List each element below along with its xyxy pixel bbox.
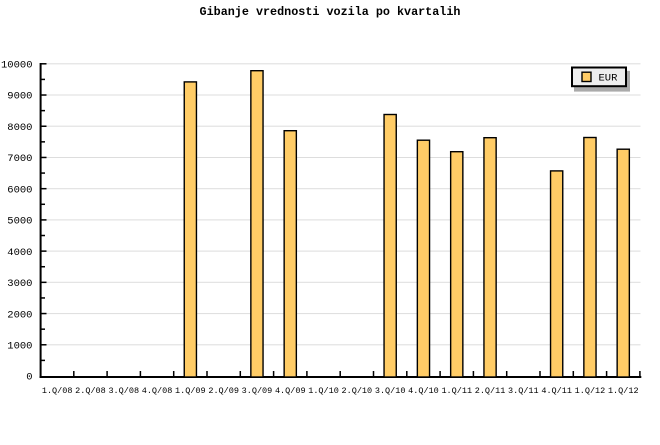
svg-text:3.Q/08: 3.Q/08 [108,386,139,396]
svg-text:0: 0 [26,372,32,384]
svg-text:9000: 9000 [7,91,32,103]
svg-text:4.Q/11: 4.Q/11 [541,386,572,396]
svg-text:6000: 6000 [7,184,32,196]
svg-text:7000: 7000 [7,153,32,165]
svg-text:1.Q/10: 1.Q/10 [308,386,339,396]
svg-text:1000: 1000 [7,341,32,353]
svg-text:2000: 2000 [7,309,32,321]
svg-text:4.Q/08: 4.Q/08 [142,386,173,396]
svg-text:5000: 5000 [7,216,32,228]
svg-text:1.Q/12: 1.Q/12 [608,386,639,396]
svg-text:4.Q/09: 4.Q/09 [275,386,306,396]
svg-text:10000: 10000 [1,60,33,72]
svg-text:8000: 8000 [7,122,32,134]
svg-text:1.Q/12: 1.Q/12 [575,386,606,396]
svg-text:4.Q/10: 4.Q/10 [408,386,439,396]
svg-text:3.Q/10: 3.Q/10 [375,386,406,396]
svg-text:3000: 3000 [7,278,32,290]
svg-text:1.Q/08: 1.Q/08 [42,386,73,396]
svg-text:Gibanje vrednosti vozila po kv: Gibanje vrednosti vozila po kvartalih [200,5,461,19]
svg-text:2.Q/09: 2.Q/09 [208,386,239,396]
svg-text:3.Q/09: 3.Q/09 [242,386,273,396]
svg-text:2.Q/10: 2.Q/10 [342,386,373,396]
svg-text:1.Q/09: 1.Q/09 [175,386,206,396]
svg-text:2.Q/08: 2.Q/08 [75,386,106,396]
svg-text:1.Q/11: 1.Q/11 [441,386,472,396]
svg-text:2.Q/11: 2.Q/11 [475,386,506,396]
svg-text:3.Q/11: 3.Q/11 [508,386,539,396]
svg-text:EUR: EUR [599,72,619,84]
svg-text:4000: 4000 [7,247,32,259]
